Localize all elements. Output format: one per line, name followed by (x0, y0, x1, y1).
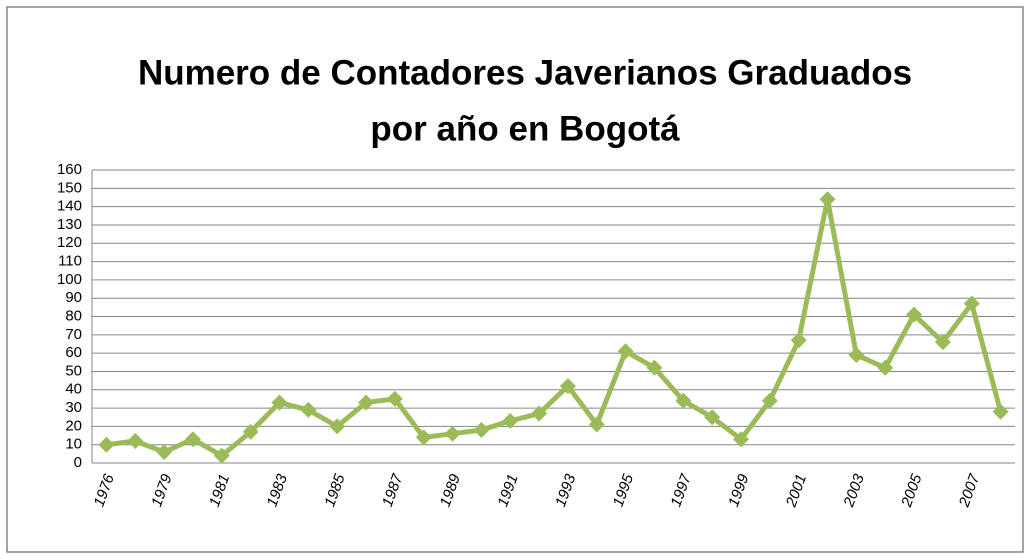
y-tick-label: 100 (57, 271, 82, 288)
data-point (415, 429, 432, 446)
y-tick-label: 70 (65, 326, 82, 343)
data-point (877, 359, 894, 376)
data-point (963, 295, 980, 312)
data-point (761, 392, 778, 409)
data-point (473, 422, 490, 439)
data-point (386, 390, 403, 407)
data-point (819, 191, 836, 208)
y-tick-label: 140 (57, 198, 82, 215)
data-point (358, 394, 375, 411)
chart-title: Numero de Contadores Javerianos Graduado… (138, 53, 912, 92)
y-tick-label: 160 (57, 161, 82, 178)
y-tick-label: 110 (58, 253, 82, 270)
y-tick-label: 20 (65, 417, 82, 434)
data-point (531, 405, 548, 422)
y-tick-label: 0 (74, 454, 82, 471)
data-point (848, 346, 865, 363)
y-tick-label: 60 (65, 344, 82, 361)
y-tick-label: 120 (57, 234, 82, 251)
data-point (300, 401, 317, 418)
data-point (98, 436, 115, 453)
data-line (106, 196, 1003, 459)
data-point (790, 332, 807, 349)
data-point (213, 447, 230, 464)
data-point (906, 306, 923, 323)
data-point (992, 403, 1009, 420)
y-tick-label: 30 (65, 399, 82, 416)
data-point (156, 444, 173, 461)
y-tick-label: 130 (57, 216, 82, 233)
y-tick-label: 50 (65, 362, 82, 379)
data-point (444, 425, 461, 442)
data-point (329, 418, 346, 435)
data-point (704, 409, 721, 426)
data-point (502, 412, 519, 429)
data-point (675, 392, 692, 409)
data-point (588, 416, 605, 433)
y-tick-label: 80 (65, 307, 82, 324)
data-point (184, 431, 201, 448)
data-point (271, 394, 288, 411)
y-tick-label: 40 (65, 381, 82, 398)
data-point (617, 343, 634, 360)
data-point (934, 334, 951, 351)
y-tick-label: 10 (65, 436, 82, 453)
data-point (559, 378, 576, 395)
y-tick-label: 90 (65, 289, 82, 306)
data-point (127, 433, 144, 450)
data-point (646, 359, 663, 376)
chart-title: por año en Bogotá (370, 109, 680, 148)
data-point (732, 431, 749, 448)
data-point (242, 423, 259, 440)
y-tick-label: 150 (57, 179, 82, 196)
